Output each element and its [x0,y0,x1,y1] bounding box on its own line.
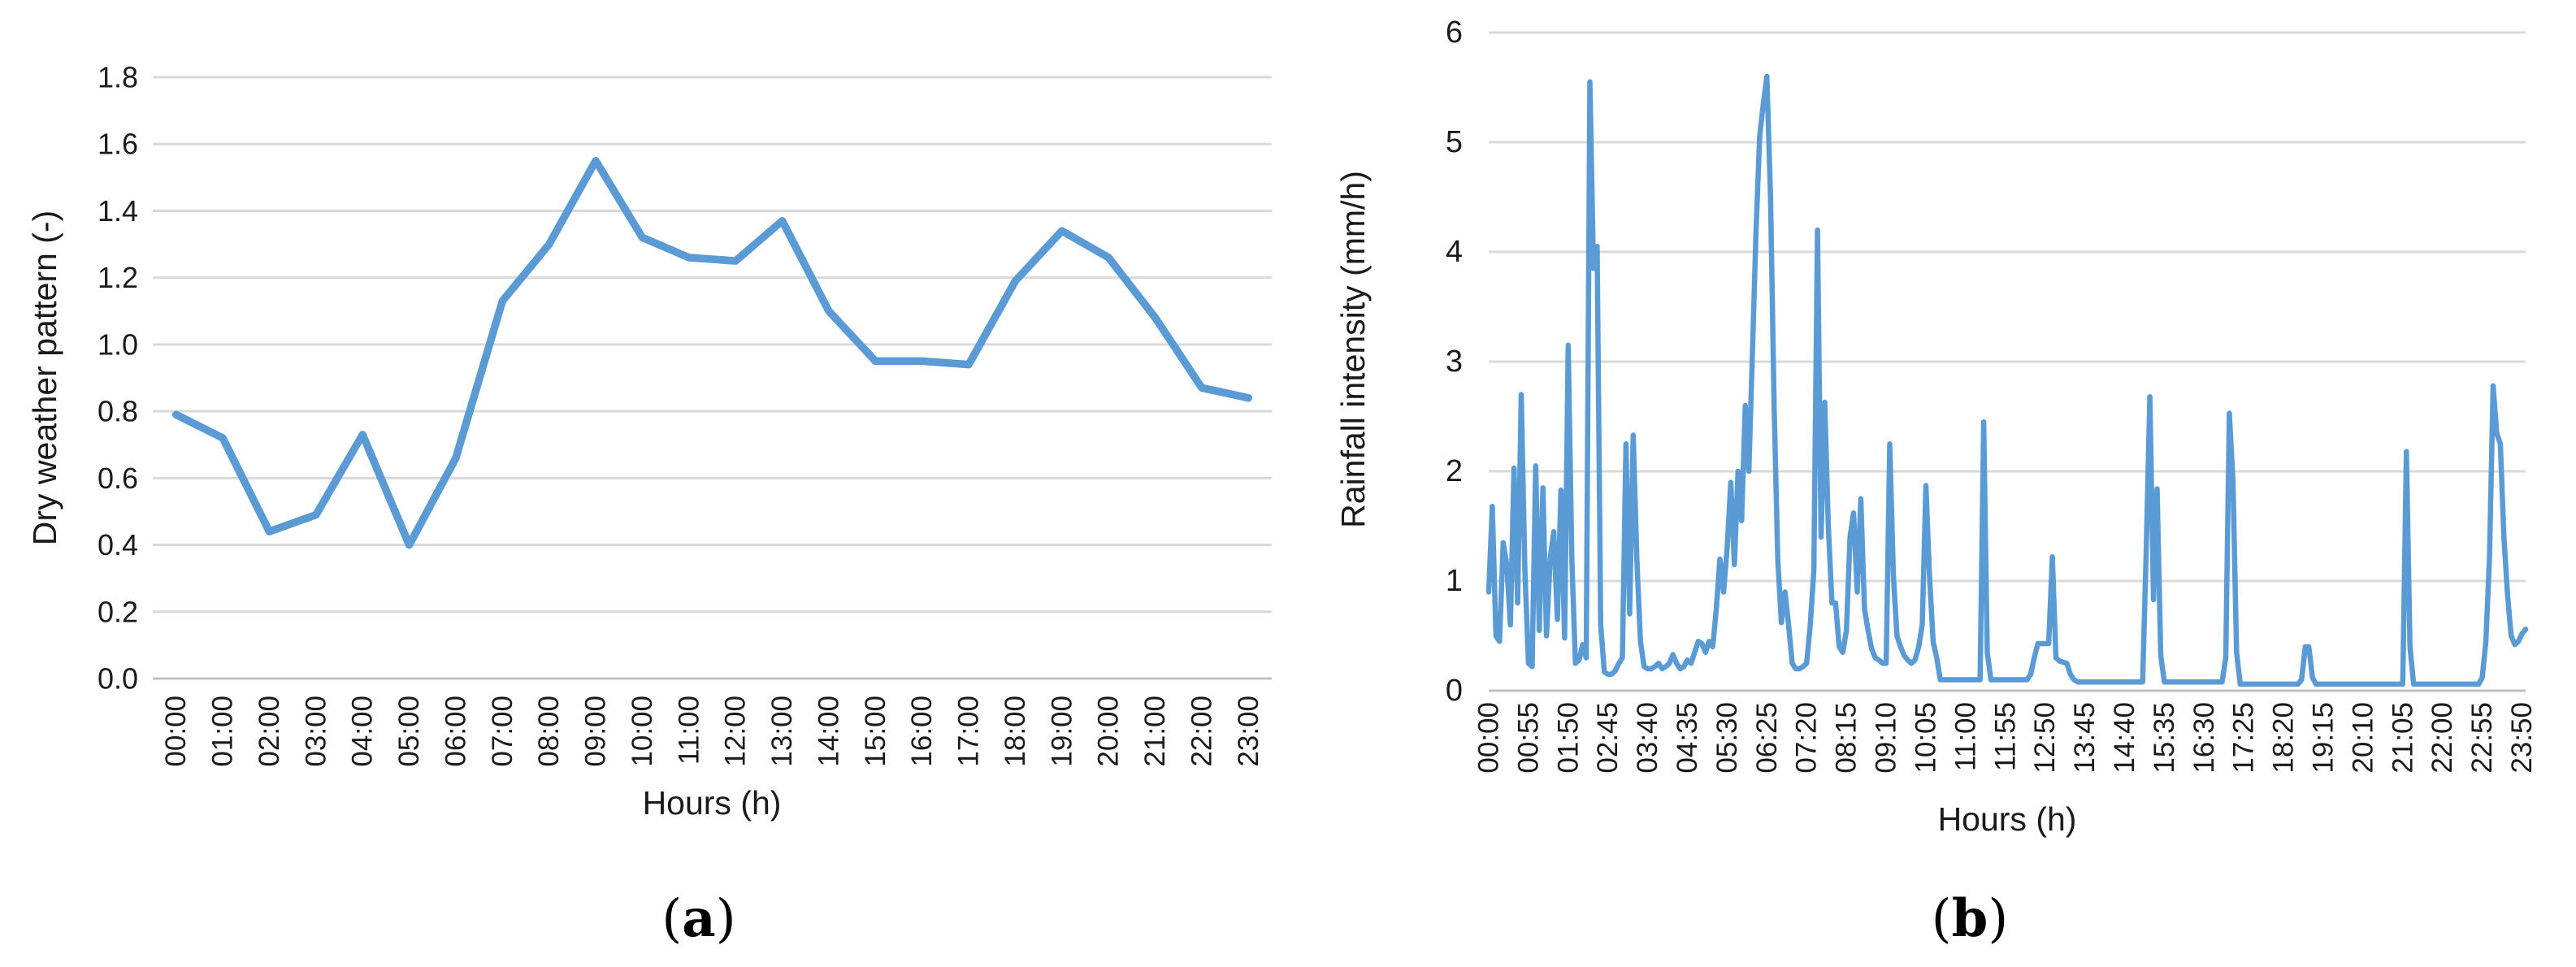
x-tick-label: 16:00 [906,696,938,767]
y-tick-label: 1.0 [98,327,138,361]
x-tick-label: 14:40 [2109,702,2140,774]
x-tick-label: 00:00 [160,696,192,767]
y-tick-label: 1 [1446,564,1463,598]
x-tick-label: 23:50 [2506,702,2538,774]
y-tick-label: 4 [1446,235,1463,269]
x-tick-label: 14:00 [813,696,844,767]
x-tick-label: 06:00 [440,696,471,767]
x-tick-label: 04:00 [347,696,379,767]
y-tick-label: 1.4 [98,194,138,228]
x-tick-label: 00:00 [1473,702,1505,774]
x-tick-label: 12:50 [2029,702,2061,774]
panel-a: 0.0 0.2 0.4 0.6 0.8 1.0 1.2 1.4 1.6 1.8 00:00 01:00… [26,61,1272,949]
caption-a: (a) [661,888,735,949]
x-tick-label: 19:00 [1046,696,1078,767]
y-tick-label: 0.2 [98,595,138,628]
x-tick-label: 11:00 [673,696,705,765]
y-tick-label: 3 [1446,345,1463,379]
x-tick-label: 07:00 [487,696,518,767]
x-tick-label: 11:00 [1949,702,1981,771]
x-tick-label: 09:10 [1871,702,1902,774]
x-tick-label: 15:00 [860,696,891,767]
y-axis-title-a: Dry weather pattern (-) [26,210,63,545]
x-tick-label: 17:25 [2228,702,2260,774]
x-tick-label: 18:20 [2268,702,2300,774]
x-axis-title-b: Hours (h) [1938,800,2077,838]
x-tick-label: 02:00 [254,696,285,767]
x-tick-label: 06:25 [1751,702,1783,774]
x-tick-label: 01:50 [1552,702,1584,774]
x-tick-label: 20:00 [1093,696,1125,767]
x-tick-label: 01:00 [207,696,239,767]
x-tick-label: 19:15 [2308,702,2340,774]
caption-b: (b) [1932,888,2009,949]
x-tick-label: 05:30 [1711,702,1743,774]
y-tick-label: 1.6 [98,128,138,161]
x-tick-label: 10:05 [1910,702,1942,774]
x-tick-label: 23:00 [1233,696,1264,767]
y-tick-label: 2 [1446,454,1463,488]
x-tick-label: 13:00 [766,696,798,767]
x-tick-label: 05:00 [393,696,425,767]
x-tick-label: 03:40 [1632,702,1663,774]
y-tick-label: 6 [1446,15,1463,50]
x-tick-label: 18:00 [1000,696,1031,767]
y-tick-label: 0.6 [98,462,138,495]
y-tick-label: 0.8 [98,395,138,428]
x-tick-label: 10:00 [627,696,658,767]
x-tick-label: 22:00 [1186,696,1217,767]
x-tick-label: 08:15 [1831,702,1863,774]
x-tick-label: 04:35 [1672,702,1703,774]
y-axis-title-b: Rainfall intensity (mm/h) [1334,171,1372,528]
series-line-b [1485,73,2529,687]
x-tick-label: 15:35 [2149,702,2180,774]
x-tick-label: 21:00 [1139,696,1171,767]
x-tick-label: 16:30 [2188,702,2220,774]
x-axis-title-a: Hours (h) [643,784,782,822]
y-tick-label: 0 [1446,674,1463,708]
x-tick-label: 09:00 [580,696,612,767]
x-tick-label: 00:55 [1512,702,1544,774]
x-tick-label: 03:00 [300,696,332,767]
x-tick-label: 08:00 [533,696,565,767]
x-tick-label: 12:00 [720,696,752,767]
x-tick-label: 20:10 [2347,702,2379,774]
x-tick-label: 13:45 [2069,702,2101,774]
y-tick-label: 5 [1446,125,1463,159]
y-tick-label: 0.0 [98,662,138,696]
y-tick-label: 0.4 [98,528,138,562]
x-tick-label: 22:55 [2466,702,2498,774]
y-tick-label: 1.8 [98,61,138,94]
panel-b: 0 1 2 3 4 5 6 00:00 00:55 01:50 02:45 03:40 04:35 05:… [1334,15,2538,949]
x-tick-label: 21:05 [2387,702,2418,774]
x-tick-label: 02:45 [1592,702,1624,774]
x-tick-label: 17:00 [953,696,985,767]
y-tick-label: 1.2 [98,261,138,294]
x-tick-label: 22:00 [2426,702,2458,774]
x-tick-label: 11:55 [1989,702,2021,771]
series-line-a [171,157,1253,549]
x-tick-label: 07:20 [1791,702,1823,774]
